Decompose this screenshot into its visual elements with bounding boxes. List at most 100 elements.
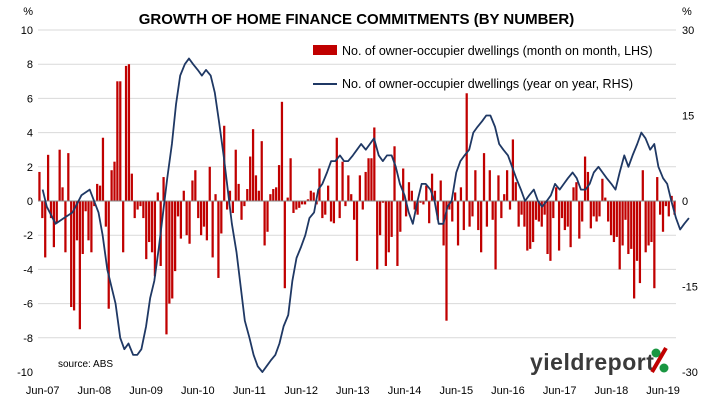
bar (422, 201, 425, 205)
bar (376, 201, 379, 270)
bar (251, 129, 255, 201)
bar (87, 201, 90, 241)
bar (122, 201, 125, 253)
bar (471, 201, 474, 217)
bar (508, 201, 512, 210)
bar (433, 190, 437, 201)
bar (52, 201, 55, 248)
bar (503, 194, 506, 201)
bar (107, 201, 110, 309)
bar (607, 201, 610, 222)
bar (659, 201, 662, 215)
bar (454, 192, 457, 201)
bar (569, 201, 572, 248)
bar (523, 201, 526, 227)
bar (653, 201, 656, 289)
bar (537, 201, 540, 222)
x-tick-label: Jun-18 (595, 385, 629, 397)
bar (367, 158, 370, 201)
bar (298, 201, 301, 208)
bar (355, 201, 359, 261)
bar (598, 201, 601, 217)
bar (38, 171, 41, 201)
bar (352, 201, 356, 220)
bar (468, 201, 471, 227)
bar (292, 201, 295, 213)
bar (488, 170, 491, 201)
bar (81, 201, 84, 255)
bar (430, 173, 434, 201)
bar (309, 190, 312, 201)
bar (153, 201, 157, 277)
bar (58, 149, 61, 201)
bar (557, 201, 561, 251)
bar (321, 201, 324, 219)
bar (387, 201, 390, 253)
bar (370, 158, 373, 201)
bar (41, 201, 44, 219)
right-tick-label: -15 (682, 282, 698, 294)
bar (217, 201, 220, 278)
bar-series (38, 64, 676, 335)
bar (673, 201, 676, 215)
bar (116, 81, 119, 201)
legend-line-label: No. of owner-occupier dwellings (year on… (342, 77, 633, 91)
yieldreport-logo: yieldreport (530, 346, 669, 375)
left-tick-label: 2 (27, 162, 33, 174)
bar (396, 201, 399, 266)
bar (456, 201, 460, 246)
bar (171, 201, 174, 299)
right-axis: 30 15 0 -15 -30 (682, 25, 698, 379)
bar (338, 201, 341, 219)
bar (555, 187, 558, 201)
bar (329, 201, 333, 222)
left-tick-label: -10 (17, 367, 33, 379)
left-tick-label: 4 (27, 128, 33, 140)
bar (661, 201, 665, 232)
legend-bar-label: No. of owner-occupier dwellings (month o… (342, 44, 653, 58)
bar (231, 201, 234, 213)
right-tick-label: 0 (682, 196, 688, 208)
x-tick-label: Jun-15 (439, 385, 473, 397)
bar (419, 201, 422, 203)
bar (505, 170, 509, 201)
bar (335, 137, 338, 201)
bar (604, 197, 607, 201)
bar (72, 201, 76, 311)
percent-icon-slash (650, 346, 668, 374)
bar (546, 201, 549, 255)
bar (142, 201, 145, 219)
bar (240, 201, 243, 220)
bar (188, 201, 191, 244)
bar (234, 149, 237, 201)
bar (182, 190, 185, 201)
left-tick-label: 8 (27, 59, 33, 71)
bar (664, 201, 668, 207)
bar (55, 201, 58, 224)
bar (176, 201, 180, 217)
left-tick-label: -8 (23, 333, 33, 345)
x-tick-label: Jun-14 (388, 385, 422, 397)
bar (520, 201, 523, 215)
bar (179, 201, 183, 239)
bar (601, 178, 604, 201)
bar (148, 201, 151, 243)
x-tick-label: Jun-07 (26, 385, 60, 397)
bar (633, 201, 636, 299)
x-tick-label: Jun-10 (181, 385, 215, 397)
bar (303, 201, 307, 205)
bar (381, 201, 385, 203)
bar (390, 201, 393, 237)
bar (647, 201, 650, 246)
x-tick-label: Jun-11 (233, 385, 266, 397)
bar (373, 127, 376, 201)
x-tick-label: Jun-17 (543, 385, 577, 397)
bar (358, 175, 362, 201)
bar (61, 187, 64, 201)
percent-icon-dot-top (651, 348, 661, 358)
left-axis-unit: % (23, 6, 33, 18)
bar (269, 194, 272, 201)
bar (205, 201, 209, 241)
bar (462, 201, 465, 231)
bar (407, 182, 411, 201)
